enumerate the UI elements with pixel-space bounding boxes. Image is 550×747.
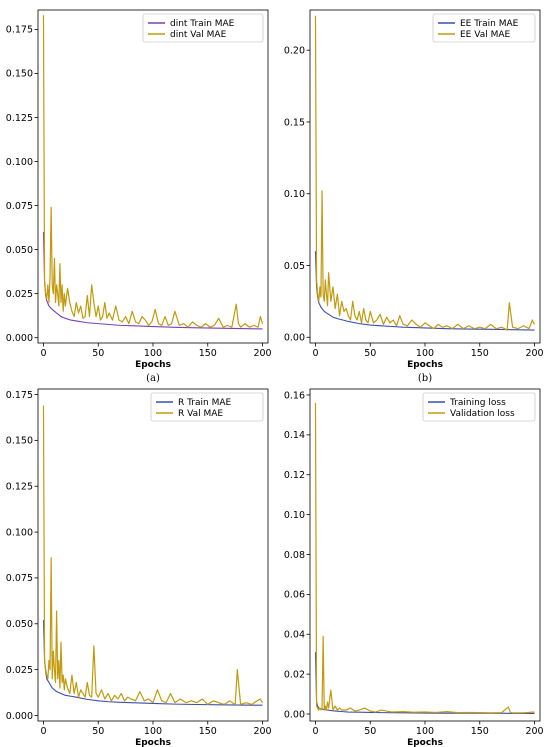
y-tick-label: 0.02	[284, 669, 305, 680]
panel-caption: (b)	[418, 373, 432, 384]
x-tick-label: 150	[199, 348, 217, 359]
panel-1: 0 50 100 150 200 0.00 0.05 0.10 0.15 0.20 EE Train…	[284, 9, 544, 384]
legend-entry: dint Val MAE	[170, 30, 227, 40]
legend-box	[432, 13, 536, 43]
x-tick-label: 200	[253, 348, 271, 359]
y-tick-label: 0.100	[6, 157, 33, 168]
x-tick-label: 150	[199, 726, 217, 737]
y-tick-label: 0.125	[6, 113, 33, 124]
panel-2: 0 50 100 150 200 0.000 0.025 0.050 0.075 0.100 0.1…	[6, 388, 272, 747]
y-tick-label: 0.04	[284, 630, 305, 641]
y-tick-label: 0.05	[284, 261, 305, 272]
y-tick-label: 0.175	[6, 25, 33, 36]
y-tick-label: 0.20	[284, 45, 305, 56]
y-tick-label: 0.050	[6, 619, 33, 630]
axes-frame	[37, 388, 269, 722]
axes-frame	[37, 9, 269, 344]
x-tick-label: 50	[364, 348, 376, 359]
x-tick-label: 100	[144, 726, 162, 737]
y-tick-label: 0.075	[6, 573, 33, 584]
y-tick-label: 0.16	[284, 390, 305, 401]
x-tick-label: 100	[416, 348, 434, 359]
y-tick-label: 0.050	[6, 245, 33, 256]
legend-box	[422, 392, 536, 422]
y-tick-label: 0.00	[284, 709, 305, 720]
series-line-1	[42, 15, 264, 328]
x-tick-label: 150	[471, 726, 489, 737]
x-tick-label: 100	[416, 726, 434, 737]
legend-entry: Validation loss	[450, 409, 515, 419]
legend-entry: R Train MAE	[178, 398, 231, 408]
y-tick-label: 0.025	[6, 665, 33, 676]
panel-3: 0 50 100 150 200 0.00 0.02 0.04 0.06 0.08 0.10 0.12…	[284, 388, 544, 747]
y-tick-label: 0.100	[6, 527, 33, 538]
legend-entry: Training loss	[449, 398, 506, 408]
y-tick-label: 0.10	[284, 510, 305, 521]
x-tick-label: 200	[525, 348, 543, 359]
y-tick-label: 0.150	[6, 436, 33, 447]
x-axis-label: Epochs	[135, 738, 171, 747]
y-tick-label: 0.175	[6, 390, 33, 401]
legend-entry: EE Val MAE	[460, 30, 510, 40]
y-tick-label: 0.08	[284, 550, 305, 561]
axes-frame	[309, 9, 541, 344]
x-tick-label: 200	[253, 726, 271, 737]
x-axis-label: Epochs	[135, 360, 171, 370]
x-tick-label: 0	[312, 726, 318, 737]
legend-box	[150, 392, 264, 422]
y-tick-label: 0.000	[6, 711, 33, 722]
x-tick-label: 50	[92, 726, 104, 737]
y-tick-label: 0.00	[284, 333, 305, 344]
series-line-1	[314, 402, 535, 714]
y-tick-label: 0.150	[6, 69, 33, 80]
x-tick-label: 100	[144, 348, 162, 359]
y-tick-label: 0.15	[284, 117, 305, 128]
y-tick-label: 0.10	[284, 189, 305, 200]
x-tick-label: 0	[40, 726, 46, 737]
series-line-0	[314, 652, 535, 714]
legend-entry: dint Train MAE	[170, 19, 235, 29]
series-line-1	[314, 15, 536, 331]
x-tick-label: 150	[471, 348, 489, 359]
y-tick-label: 0.06	[284, 590, 305, 601]
panel-0: 0 50 100 150 200 0.000 0.025 0.050 0.075 0.100 0.1…	[6, 9, 272, 384]
series-line-1	[42, 405, 264, 706]
y-tick-label: 0.14	[284, 430, 305, 441]
x-tick-label: 0	[312, 348, 318, 359]
series-line-0	[42, 231, 263, 330]
x-tick-label: 50	[364, 726, 376, 737]
x-tick-label: 50	[92, 348, 104, 359]
series-line-0	[42, 620, 263, 706]
y-tick-label: 0.025	[6, 289, 33, 300]
legend-entry: R Val MAE	[178, 409, 223, 419]
y-tick-label: 0.12	[284, 470, 305, 481]
legend-entry: EE Train MAE	[460, 19, 519, 29]
axes-frame	[309, 388, 541, 722]
y-tick-label: 0.075	[6, 201, 33, 212]
series-line-0	[314, 251, 535, 331]
x-axis-label: Epochs	[407, 738, 443, 747]
y-tick-label: 0.125	[6, 482, 33, 493]
x-tick-label: 200	[525, 726, 543, 737]
y-tick-label: 0.000	[6, 333, 33, 344]
x-axis-label: Epochs	[407, 360, 443, 370]
x-tick-label: 0	[40, 348, 46, 359]
panel-caption: (a)	[146, 373, 160, 384]
legend-box	[142, 13, 264, 43]
